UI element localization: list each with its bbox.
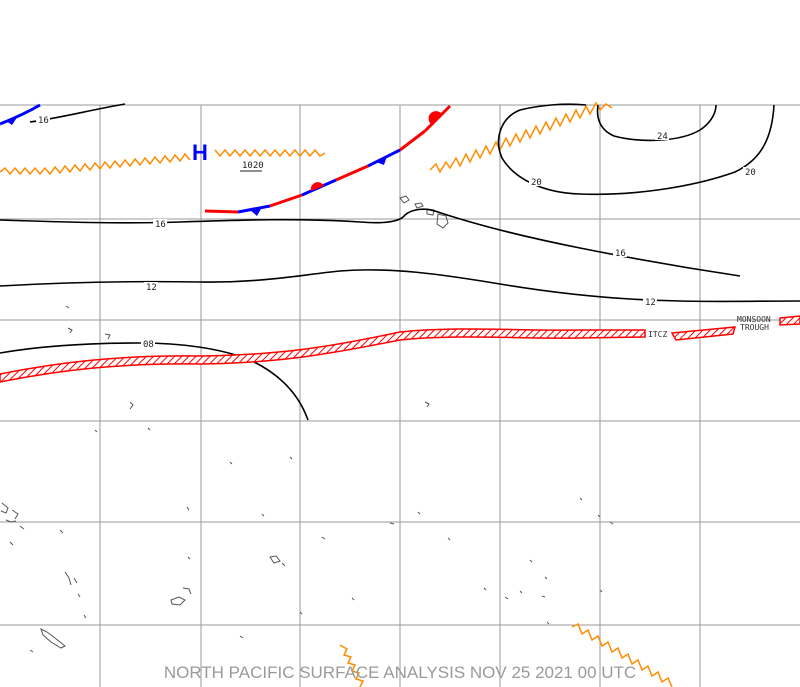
warm-front-pip-icon [428,111,441,124]
warm-front-pip-icon [310,182,324,191]
monsoon-trough: MONSOON TROUGH [737,315,800,332]
isobar-label-16-north: 16 [38,116,49,126]
monsoon-trough-label-line-1: MONSOON [737,315,771,324]
islands-outline [0,195,614,653]
isobar-labels: 16 16 12 12 08 16 20 20 24 [36,115,757,350]
map-title: NORTH PACIFIC SURFACE ANALYSIS NOV 25 20… [164,663,636,682]
isobar-label-16-east: 16 [615,249,626,259]
isobar-08 [0,342,309,421]
isobar-20-closed [497,103,775,196]
high-pressure-value: 1020 [242,161,264,171]
isobar-label-12-west: 12 [146,283,157,293]
ridge-axis-central [214,148,326,158]
isobar-24-closed [596,104,717,142]
monsoon-trough-label-line-2: TROUGH [740,323,769,332]
isobar-label-20-west: 20 [531,178,542,188]
ridge-axis-west [0,152,191,176]
itcz-label: ITCZ [648,330,667,339]
isobar-label-12-east: 12 [645,298,656,308]
lat-lon-grid [0,104,800,687]
stationary-front-central [204,104,452,216]
ridge-axis-southeast [571,622,673,687]
isobar-12 [0,269,800,303]
itcz-band: ITCZ [0,326,737,383]
cold-front-pip-icon [250,207,262,216]
isobar-label-20-east: 20 [745,168,756,178]
ridge-axis-northeast [429,101,613,174]
ridge-axes [0,101,673,687]
ridge-axis-south-central [339,644,365,687]
high-pressure-symbol: H [192,140,208,165]
cold-front-pip-icon [6,116,18,125]
front-northwest [0,103,41,126]
isobar-label-24: 24 [657,132,668,142]
isobar-label-08: 08 [143,340,154,350]
cold-front-pip-icon [376,156,387,165]
isobar-label-16-central: 16 [155,220,166,230]
